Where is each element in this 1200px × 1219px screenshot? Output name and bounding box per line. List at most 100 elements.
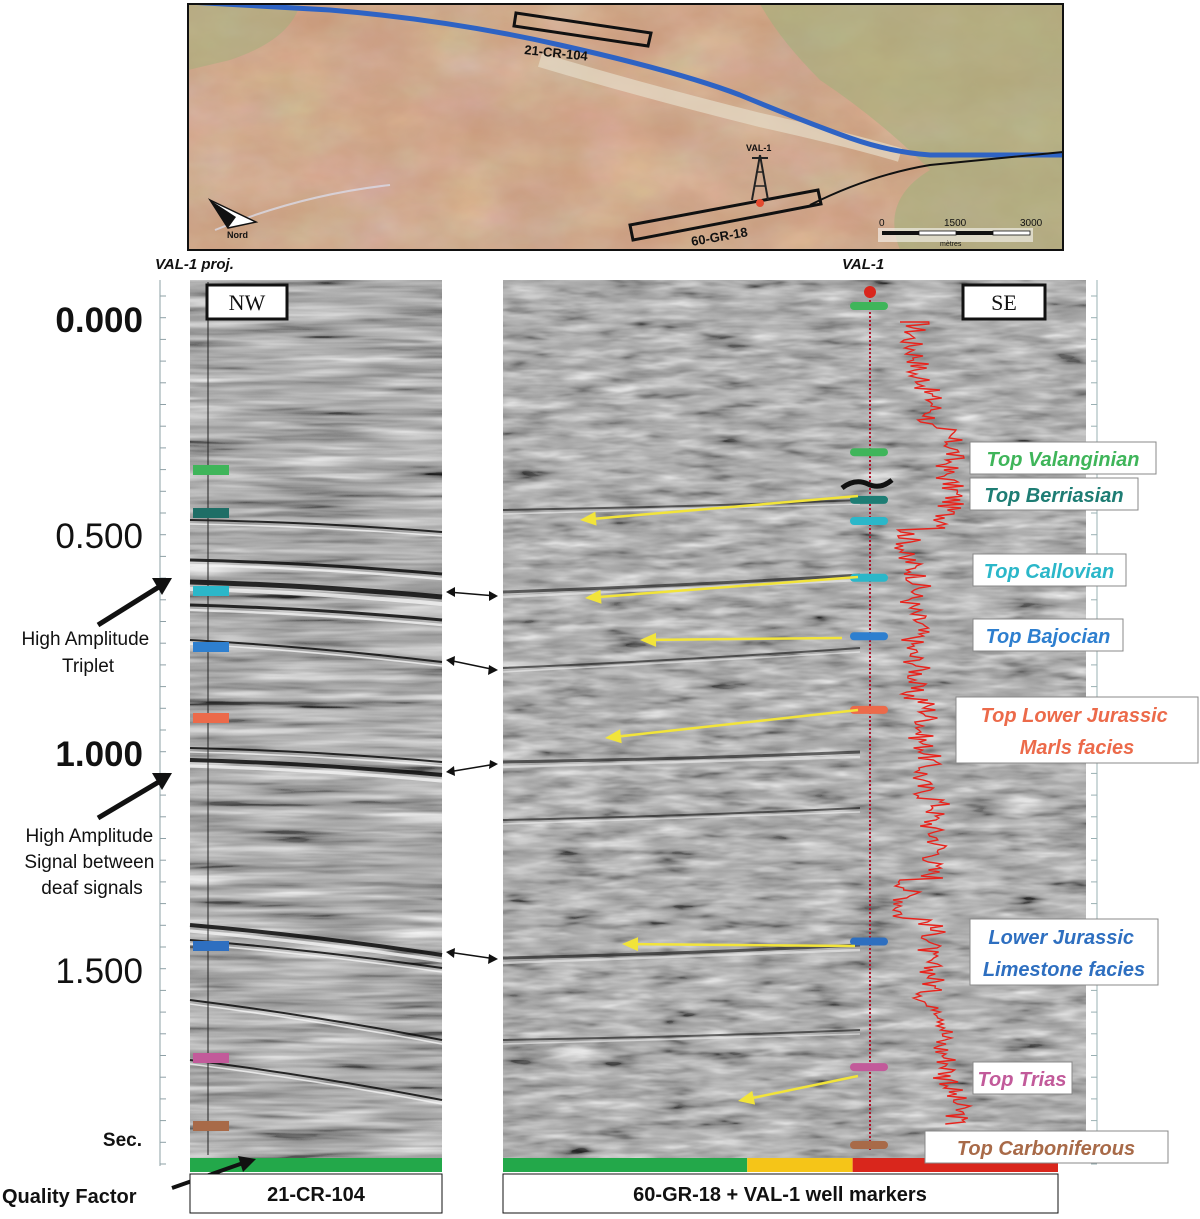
reflector (189, 1003, 443, 1045)
scale-tick-3000: 3000 (1020, 218, 1043, 229)
svg-text:Top Valanginian: Top Valanginian (987, 449, 1140, 471)
left-seismic-section (189, 280, 443, 1158)
triplet-arrow (96, 578, 172, 628)
time-tick-1500: 1.500 (55, 952, 143, 991)
svg-text:Top Callovian: Top Callovian (984, 561, 1114, 583)
reflector (189, 558, 443, 576)
triplet-annotation: High Amplitude Triplet (21, 629, 154, 677)
line-21-cr-104-outline (512, 11, 653, 48)
left-caption-box (189, 1173, 443, 1214)
left-well-marker (193, 1121, 229, 1131)
reflector (189, 563, 443, 581)
road-line (809, 151, 1063, 206)
left-well-marker (193, 941, 229, 951)
svg-text:Top Lower Jurassic Mar: Top Lower Jurassic Marls facies (981, 705, 1174, 759)
north-arrow-icon (207, 198, 259, 229)
reflector (502, 948, 861, 965)
horizon-arrow-head (738, 1090, 756, 1105)
svg-text:Top Bajocian: Top Bajocian (986, 626, 1111, 648)
label-top-lower-jurassic-marls: Top Lower Jurassic Marls facies (955, 696, 1199, 764)
right-well-marker (850, 448, 888, 457)
right-well-marker (850, 1063, 888, 1072)
reflector (189, 639, 443, 663)
horizon-arrow-head (585, 589, 602, 604)
correlation-arrow (446, 587, 498, 601)
reflector (502, 811, 861, 825)
label-top-berriasian: Top Berriasian (969, 477, 1139, 511)
horizon-arrow-line (633, 942, 856, 948)
reflector (502, 1033, 861, 1045)
reflector (189, 603, 443, 622)
reflector (189, 523, 443, 537)
label-top-bajocian: Top Bajocian (972, 618, 1124, 652)
reflector (502, 573, 861, 594)
horizon-arrow-head (622, 937, 639, 952)
horizon-arrow-head (640, 632, 657, 647)
svg-text:Top Berriasian: Top Berriasian (984, 485, 1123, 507)
reflector (189, 923, 443, 957)
quality-factor-bar-right (503, 1158, 1058, 1172)
left-well-marker (193, 586, 229, 596)
horizon-arrow-head (580, 511, 597, 526)
quality-segment (747, 1158, 853, 1172)
formation-labels: Top Valanginian Top Berriasian Top Callo… (924, 441, 1199, 1164)
time-tick-0: 0.000 (55, 301, 143, 340)
well-derrick-icon (751, 154, 769, 207)
right-well-marker (850, 705, 888, 714)
north-label: Nord (227, 230, 248, 240)
left-well-marker (193, 642, 229, 652)
left-well-marker (193, 713, 229, 723)
left-well-marker (193, 1053, 229, 1063)
left-panel-header: VAL-1 proj. (155, 256, 234, 273)
horizon-arrow-head (605, 729, 622, 744)
correlation-arrow (446, 948, 498, 964)
right-well-marker (850, 302, 888, 310)
left-caption: 21-CR-104 (267, 1184, 366, 1206)
scale-bar (878, 228, 1033, 242)
reflector (189, 758, 443, 777)
line-21-cr-104-label: 21-CR-104 (524, 42, 590, 64)
reflector (189, 751, 443, 767)
horizon-arrow-line (591, 494, 859, 521)
label-top-valanginian: Top Valanginian (969, 441, 1157, 475)
reflector (189, 608, 443, 627)
right-well-marker (850, 632, 888, 641)
well-location-dot (756, 199, 764, 207)
time-axis (159, 280, 166, 1166)
reflector (502, 943, 861, 960)
scale-unit: mètres (940, 241, 962, 248)
right-well-marker (850, 937, 888, 946)
scale-tick-1500: 1500 (944, 218, 967, 229)
label-top-carboniferous: Top Carboniferous (924, 1130, 1169, 1164)
gamma-ray-log (891, 321, 974, 1125)
reflector (189, 1063, 443, 1105)
label-top-trias: Top Trias (972, 1061, 1073, 1095)
reflector (502, 647, 861, 669)
well-head-dot (864, 286, 876, 298)
label-lower-jurassic-limestone: Lower Jurassic Limestone facies (969, 918, 1159, 986)
map-green-area (760, 4, 1063, 250)
well-label-map: VAL-1 (746, 143, 771, 153)
se-label-box (961, 283, 1047, 321)
label-top-callovian: Top Callovian (972, 553, 1127, 587)
se-label: SE (991, 290, 1017, 315)
quality-annotation: Quality Factor (2, 1186, 137, 1208)
reflector (502, 755, 861, 769)
right-seismic-section (502, 280, 1086, 1158)
reflector (502, 578, 861, 599)
correlation-arrow (446, 760, 498, 776)
nw-label-box (205, 283, 289, 321)
reflector (189, 999, 443, 1041)
reflector (189, 747, 443, 763)
svg-text:Lower Jurassic Limesto: Lower Jurassic Limestone facies (983, 927, 1145, 981)
map-green-area (188, 4, 300, 70)
scale-tick-0: 0 (879, 218, 885, 229)
right-well-marker (850, 495, 888, 504)
right-well-marker (850, 573, 888, 582)
nw-label: NW (229, 290, 266, 315)
svg-text:Top Carboniferous: Top Carboniferous (957, 1138, 1135, 1160)
time-tick-1000: 1.000 (55, 735, 143, 774)
svg-text:Top Trias: Top Trias (978, 1069, 1067, 1091)
horizon-arrow-line (616, 708, 859, 738)
